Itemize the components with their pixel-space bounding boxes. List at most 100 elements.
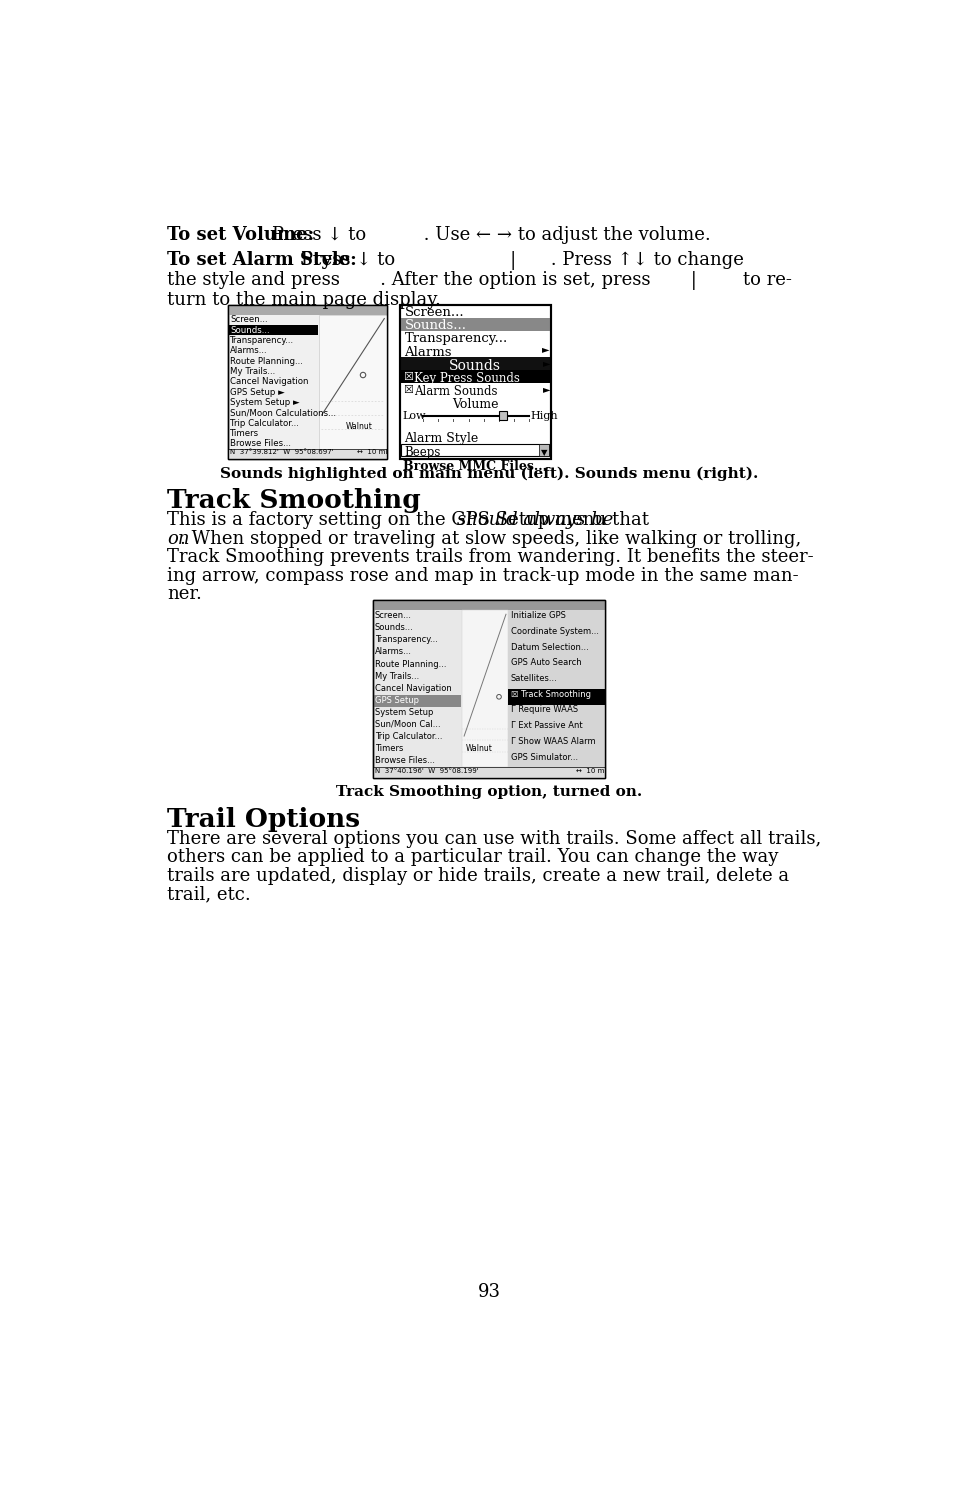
- Bar: [508, 610, 604, 767]
- Text: GPS Auto Search: GPS Auto Search: [510, 659, 580, 668]
- Text: GPS Setup ►: GPS Setup ►: [230, 388, 285, 397]
- Text: GPS Setup: GPS Setup: [375, 696, 418, 705]
- Bar: [373, 601, 604, 778]
- Text: Alarms...: Alarms...: [230, 346, 268, 355]
- Text: To set Alarm Style:: To set Alarm Style:: [167, 251, 356, 269]
- Bar: [399, 318, 550, 332]
- Text: Press ↓ to                    |      . Press ↑↓ to change: Press ↓ to | . Press ↑↓ to change: [300, 251, 742, 269]
- Text: System Setup: System Setup: [375, 708, 433, 717]
- Text: Γ Require WAAS: Γ Require WAAS: [510, 705, 578, 714]
- Bar: [498, 410, 506, 421]
- Text: ner.: ner.: [167, 584, 202, 604]
- Text: Walnut: Walnut: [346, 422, 373, 431]
- Text: Beeps: Beeps: [404, 446, 440, 458]
- Text: Trip Calculator...: Trip Calculator...: [375, 732, 442, 741]
- Text: Trip Calculator...: Trip Calculator...: [230, 418, 298, 428]
- Bar: [399, 357, 550, 370]
- Text: System Setup ►: System Setup ►: [230, 399, 299, 407]
- Bar: [373, 601, 604, 610]
- Text: ►: ►: [542, 385, 550, 394]
- Text: on: on: [167, 529, 190, 547]
- Text: Initialize GPS: Initialize GPS: [510, 611, 565, 620]
- Text: Transparency...: Transparency...: [404, 333, 507, 345]
- Bar: [319, 315, 386, 449]
- Text: Screen...: Screen...: [375, 611, 412, 620]
- Text: Sun/Moon Cal...: Sun/Moon Cal...: [375, 720, 440, 729]
- Text: There are several options you can use with trails. Some affect all trails,: There are several options you can use wi…: [167, 830, 821, 848]
- Text: Route Planning...: Route Planning...: [230, 357, 303, 366]
- Text: the style and press       . After the option is set, press       |        to re-: the style and press . After the option i…: [167, 271, 791, 290]
- Text: Sun/Moon Calculations...: Sun/Moon Calculations...: [230, 409, 335, 418]
- Text: Cancel Navigation: Cancel Navigation: [230, 378, 308, 387]
- Text: Transparency...: Transparency...: [230, 336, 294, 345]
- Text: My Trails...: My Trails...: [230, 367, 275, 376]
- Bar: [228, 305, 386, 458]
- Text: Browse Files...: Browse Files...: [375, 757, 435, 766]
- Text: Γ Ext Passive Ant: Γ Ext Passive Ant: [510, 721, 581, 730]
- Text: N  37°39.812'  W  95°08.697': N 37°39.812' W 95°08.697': [230, 449, 334, 455]
- Text: Alarm Sounds: Alarm Sounds: [414, 385, 497, 399]
- Bar: [373, 767, 604, 778]
- Text: Screen...: Screen...: [230, 315, 268, 324]
- Text: Datum Selection...: Datum Selection...: [510, 642, 588, 651]
- Text: 93: 93: [476, 1283, 500, 1301]
- Bar: [228, 449, 386, 458]
- Text: Browse MMC Files...: Browse MMC Files...: [402, 461, 546, 473]
- Text: Γ Show WAAS Alarm: Γ Show WAAS Alarm: [510, 738, 595, 746]
- Text: Sounds highlighted on main menu (left). Sounds menu (right).: Sounds highlighted on main menu (left). …: [219, 467, 758, 480]
- Bar: [373, 694, 460, 708]
- Text: others can be applied to a particular trail. You can change the way: others can be applied to a particular tr…: [167, 849, 778, 867]
- Text: High: High: [530, 410, 558, 421]
- Text: My Trails...: My Trails...: [375, 672, 418, 681]
- Text: Press ↓ to          . Use ← → to adjust the volume.: Press ↓ to . Use ← → to adjust the volum…: [272, 226, 710, 244]
- Bar: [399, 305, 550, 458]
- Text: Alarms...: Alarms...: [375, 647, 412, 656]
- Bar: [228, 305, 386, 458]
- Text: Timers: Timers: [375, 744, 403, 752]
- Text: This is a factory setting on the GPS Setup menu that: This is a factory setting on the GPS Set…: [167, 512, 655, 529]
- Text: Transparency...: Transparency...: [375, 635, 437, 644]
- Bar: [508, 688, 604, 705]
- Text: trails are updated, display or hide trails, create a new trail, delete a: trails are updated, display or hide trai…: [167, 867, 788, 885]
- Bar: [401, 445, 549, 457]
- Text: Key Press Sounds: Key Press Sounds: [414, 372, 519, 385]
- Text: ing arrow, compass rose and map in track-up mode in the same man-: ing arrow, compass rose and map in track…: [167, 567, 798, 584]
- Bar: [399, 305, 550, 458]
- Text: Coordinate System...: Coordinate System...: [510, 628, 598, 636]
- Bar: [229, 326, 318, 336]
- Text: ↔  10 mi: ↔ 10 mi: [356, 449, 387, 455]
- Text: Volume: Volume: [452, 399, 497, 410]
- Text: To set Volume:: To set Volume:: [167, 226, 314, 244]
- Text: Timers: Timers: [230, 428, 259, 437]
- Text: ►: ►: [541, 345, 549, 354]
- Text: Walnut: Walnut: [465, 745, 492, 754]
- Text: Browse Files...: Browse Files...: [230, 439, 291, 448]
- Text: ☒: ☒: [402, 385, 413, 396]
- Text: Satellites...: Satellites...: [510, 674, 557, 683]
- Text: Trail Options: Trail Options: [167, 807, 360, 831]
- Text: Track Smoothing: Track Smoothing: [167, 488, 420, 513]
- Text: Screen...: Screen...: [404, 306, 463, 320]
- Text: Sounds...: Sounds...: [375, 623, 414, 632]
- Text: Alarms: Alarms: [404, 345, 452, 358]
- Text: N  37°40.196'  W  95°08.199': N 37°40.196' W 95°08.199': [375, 769, 478, 775]
- Bar: [461, 610, 508, 767]
- Text: ↔  10 mi: ↔ 10 mi: [575, 769, 605, 775]
- Text: GPS Simulator...: GPS Simulator...: [510, 752, 578, 761]
- Bar: [228, 305, 386, 315]
- Bar: [399, 370, 550, 384]
- Text: . When stopped or traveling at slow speeds, like walking or trolling,: . When stopped or traveling at slow spee…: [179, 529, 801, 547]
- Text: turn to the main page display.: turn to the main page display.: [167, 291, 440, 309]
- Text: ▼: ▼: [540, 448, 547, 457]
- Text: ☒ Track Smoothing: ☒ Track Smoothing: [510, 690, 590, 699]
- Text: ☒: ☒: [402, 372, 413, 382]
- Bar: [373, 601, 604, 778]
- Text: should always be: should always be: [456, 512, 613, 529]
- Text: Alarm Style: Alarm Style: [404, 431, 478, 445]
- Text: Track Smoothing prevents trails from wandering. It benefits the steer-: Track Smoothing prevents trails from wan…: [167, 549, 813, 567]
- Text: trail, etc.: trail, etc.: [167, 885, 251, 903]
- Text: Sounds...: Sounds...: [404, 320, 466, 333]
- Text: Route Planning...: Route Planning...: [375, 660, 446, 669]
- Text: Low: Low: [402, 410, 426, 421]
- Text: Cancel Navigation: Cancel Navigation: [375, 684, 452, 693]
